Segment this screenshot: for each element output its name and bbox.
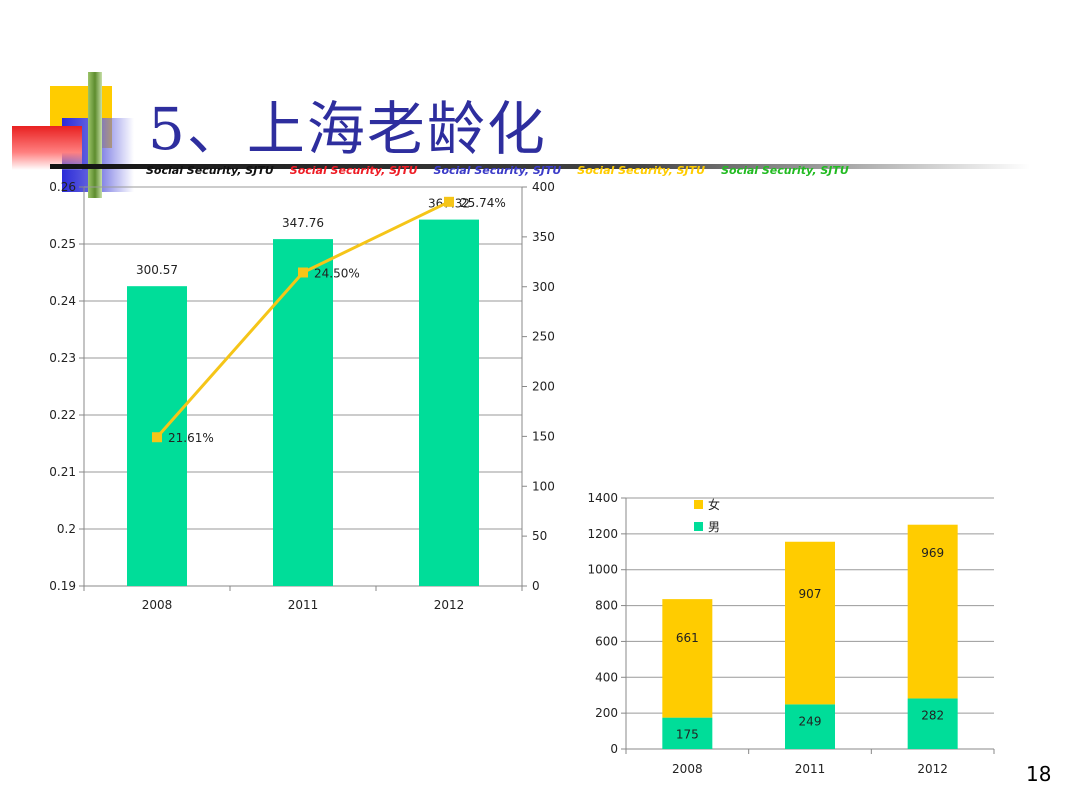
x-tick-label: 2012 (917, 762, 948, 776)
stacked-bar-segment (907, 524, 958, 699)
banner-text-4: Social Security, SJTU (721, 164, 849, 177)
y-left-tick-label: 0.2 (57, 522, 76, 536)
y-tick-label: 0 (610, 742, 618, 756)
y-right-tick-label: 350 (532, 230, 555, 244)
banner-text-3: Social Security, SJTU (577, 164, 706, 177)
y-left-tick-label: 0.22 (49, 408, 76, 422)
x-tick-label: 2008 (142, 598, 173, 612)
bar-data-label: 249 (799, 714, 822, 728)
stacked-bar-segment (662, 599, 713, 718)
bar-data-label: 907 (799, 587, 822, 601)
x-tick-label: 2012 (434, 598, 465, 612)
y-tick-label: 600 (595, 634, 618, 648)
line-point (152, 432, 162, 443)
x-tick-label: 2008 (672, 762, 703, 776)
y-tick-label: 1000 (587, 563, 618, 577)
banner-text-0: Social Security, SJTU (146, 164, 274, 177)
y-right-tick-label: 200 (532, 380, 555, 394)
banner: Social Security, SJTU Social Security, SJ… (146, 164, 865, 177)
y-tick-label: 1400 (587, 491, 618, 505)
line-point (444, 196, 454, 207)
y-right-tick-label: 400 (532, 180, 555, 194)
y-tick-label: 400 (595, 670, 618, 684)
bar-data-label: 300.57 (136, 263, 178, 277)
banner-text-2: Social Security, SJTU (433, 164, 562, 177)
stacked-bar-segment (907, 698, 958, 749)
y-right-tick-label: 250 (532, 330, 555, 344)
y-tick-label: 200 (595, 706, 618, 720)
title-rule (50, 164, 1030, 169)
line-point (298, 267, 308, 278)
x-tick-label: 2011 (795, 762, 826, 776)
legend-label: 男 (708, 520, 720, 534)
y-left-tick-label: 0.23 (49, 351, 76, 365)
y-right-tick-label: 50 (532, 529, 547, 543)
y-tick-label: 800 (595, 599, 618, 613)
stacked-bar-segment (785, 704, 835, 749)
y-left-tick-label: 0.25 (49, 237, 76, 251)
y-left-tick-label: 0.24 (49, 294, 76, 308)
banner-text-1: Social Security, SJTU (289, 164, 418, 177)
y-right-tick-label: 150 (532, 429, 555, 443)
line-data-label: 25.74% (460, 196, 506, 210)
bar-data-label: 282 (921, 708, 944, 722)
legend-label: 女 (708, 497, 720, 512)
bar-data-label: 347.76 (282, 216, 324, 230)
y-tick-label: 1200 (587, 527, 618, 541)
y-left-tick-label: 0.19 (49, 579, 76, 593)
x-tick-label: 2011 (288, 598, 319, 612)
bar-data-label: 969 (921, 546, 944, 560)
bar (419, 219, 479, 586)
slide-title: 5、上海老龄化 (148, 95, 547, 163)
decor-red-square (12, 126, 82, 170)
stacked-bar-segment (785, 541, 835, 705)
y-right-tick-label: 100 (532, 479, 555, 493)
stacked-bar-segment (662, 717, 713, 749)
line-data-label: 21.61% (168, 431, 214, 445)
line-data-label: 24.50% (314, 267, 360, 281)
legend-swatch (694, 500, 703, 509)
y-right-tick-label: 0 (532, 579, 540, 593)
legend-swatch (694, 522, 703, 531)
y-right-tick-label: 300 (532, 280, 555, 294)
page-number: 18 (1026, 762, 1052, 786)
y-left-tick-label: 0.21 (49, 465, 76, 479)
y-left-tick-label: 0.26 (49, 180, 76, 194)
bar-data-label: 661 (676, 631, 699, 645)
bar-data-label: 175 (676, 728, 699, 742)
